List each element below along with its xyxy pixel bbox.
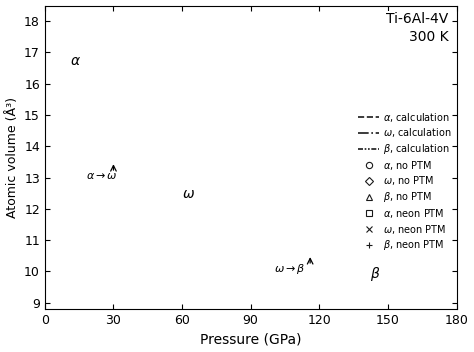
Text: $\omega \rightarrow \beta$: $\omega \rightarrow \beta$ — [273, 262, 305, 276]
Text: Ti-6Al-4V
300 K: Ti-6Al-4V 300 K — [386, 12, 448, 44]
Text: $\omega$: $\omega$ — [182, 187, 195, 201]
Text: $\alpha$: $\alpha$ — [70, 54, 81, 68]
Text: $\alpha \rightarrow \omega$: $\alpha \rightarrow \omega$ — [86, 171, 118, 181]
X-axis label: Pressure (GPa): Pressure (GPa) — [200, 332, 301, 346]
Legend: $\alpha$, calculation, $\omega$, calculation, $\beta$, calculation, $\alpha$, no: $\alpha$, calculation, $\omega$, calcula… — [358, 111, 452, 252]
Y-axis label: Atomic volume (Å³): Atomic volume (Å³) — [6, 97, 18, 218]
Text: $\beta$: $\beta$ — [370, 265, 380, 283]
